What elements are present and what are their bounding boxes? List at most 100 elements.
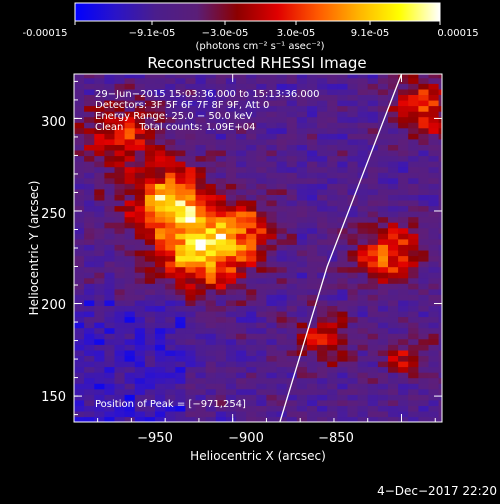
heatmap-cell xyxy=(418,266,430,273)
heatmap-cell xyxy=(104,405,116,412)
heatmap-cell xyxy=(114,372,126,379)
heatmap-cell xyxy=(225,227,237,234)
heatmap-cell xyxy=(388,405,399,412)
heatmap-cell xyxy=(307,322,318,329)
heatmap-cell xyxy=(114,144,126,151)
heatmap-cell xyxy=(388,277,399,284)
heatmap-cell xyxy=(327,388,338,395)
heatmap-cell xyxy=(84,372,95,379)
heatmap-cell xyxy=(377,227,389,234)
colorbar-tick-label: 0.00015 xyxy=(437,28,478,39)
colorbar-tick-label: −9.1e-05 xyxy=(129,28,176,39)
heatmap-cell xyxy=(398,74,409,79)
heatmap-cell xyxy=(215,227,227,234)
heatmap-cell xyxy=(296,394,308,401)
heatmap-cell xyxy=(104,299,116,306)
heatmap-cell xyxy=(398,122,409,129)
heatmap-cell xyxy=(256,410,267,418)
heatmap-cell xyxy=(367,405,379,412)
heatmap-cell xyxy=(367,111,379,118)
heatmap-cell xyxy=(155,244,166,251)
heatmap-cell xyxy=(114,211,126,218)
heatmap-cell xyxy=(205,261,217,268)
x-axis-label: Heliocentric X (arcsec) xyxy=(190,449,326,463)
heatmap-cell xyxy=(337,205,348,212)
heatmap-cell xyxy=(408,111,419,118)
heatmap-cell xyxy=(236,355,247,362)
heatmap-cell xyxy=(296,316,308,323)
heatmap-cell xyxy=(104,244,116,251)
heatmap-cell xyxy=(236,327,247,334)
heatmap-cell xyxy=(84,88,95,95)
heatmap-cell xyxy=(286,344,298,351)
heatmap-cell xyxy=(175,299,186,306)
heatmap-cell xyxy=(225,338,237,345)
heatmap-cell xyxy=(256,383,267,390)
heatmap-cell xyxy=(215,283,227,290)
heatmap-cell xyxy=(256,399,267,406)
heatmap-cell xyxy=(398,127,409,134)
heatmap-cell xyxy=(388,349,399,356)
heatmap-cell xyxy=(175,266,186,273)
heatmap-cell xyxy=(296,177,308,184)
heatmap-cell xyxy=(337,122,348,129)
heatmap-cell xyxy=(317,238,328,245)
heatmap-cell xyxy=(236,122,247,129)
heatmap-cell xyxy=(215,122,227,129)
heatmap-cell xyxy=(347,205,359,212)
heatmap-cell xyxy=(327,74,338,79)
heatmap-cell xyxy=(408,222,419,229)
heatmap-cell xyxy=(377,249,389,257)
heatmap-cell xyxy=(124,333,136,340)
heatmap-cell xyxy=(175,194,186,201)
heatmap-cell xyxy=(155,211,166,218)
heatmap-cell xyxy=(307,261,318,268)
heatmap-cell xyxy=(134,188,146,195)
heatmap-cell xyxy=(438,99,442,107)
heatmap-cell xyxy=(357,316,369,323)
heatmap-cell xyxy=(155,122,166,129)
heatmap-cell xyxy=(175,122,186,129)
heatmap-cell xyxy=(377,211,389,218)
heatmap-cell xyxy=(175,133,186,140)
heatmap-cell xyxy=(317,177,328,184)
heatmap-cell xyxy=(286,88,298,95)
heatmap-cell xyxy=(114,377,126,384)
heatmap-cell xyxy=(124,77,136,84)
heatmap-cell xyxy=(215,133,227,140)
heatmap-cell xyxy=(144,133,156,140)
heatmap-cell xyxy=(165,288,176,295)
heatmap-cell xyxy=(144,366,156,373)
heatmap-cell xyxy=(266,83,278,90)
heatmap-cell xyxy=(408,133,419,140)
heatmap-cell xyxy=(155,155,166,162)
heatmap-cell xyxy=(286,355,298,362)
heatmap-cell xyxy=(337,238,348,245)
heatmap-cell xyxy=(398,216,409,223)
heatmap-cell xyxy=(256,249,267,257)
heatmap-cell xyxy=(357,344,369,351)
heatmap-cell xyxy=(388,216,399,223)
heatmap-cell xyxy=(205,88,217,95)
heatmap-cell xyxy=(225,77,237,84)
heatmap-cell xyxy=(215,338,227,345)
heatmap-cell xyxy=(307,410,318,418)
heatmap-cell xyxy=(307,127,318,134)
heatmap-cell xyxy=(185,322,197,329)
heatmap-cell xyxy=(357,133,369,140)
colorbar-tick-label: 3.0e-05 xyxy=(277,28,315,39)
heatmap-cell xyxy=(307,144,318,151)
heatmap-cell xyxy=(337,116,348,123)
heatmap-cell xyxy=(236,288,247,295)
heatmap-cell xyxy=(307,194,318,201)
heatmap-cell xyxy=(418,77,430,84)
heatmap-cell xyxy=(347,172,359,179)
heatmap-cell xyxy=(327,99,338,107)
heatmap-cell xyxy=(94,366,105,373)
heatmap-cell xyxy=(296,105,308,112)
heatmap-cell xyxy=(215,149,227,157)
heatmap-cell xyxy=(357,83,369,90)
heatmap-cell xyxy=(165,394,176,401)
heatmap-cell xyxy=(357,333,369,340)
heatmap-cell xyxy=(266,288,278,295)
